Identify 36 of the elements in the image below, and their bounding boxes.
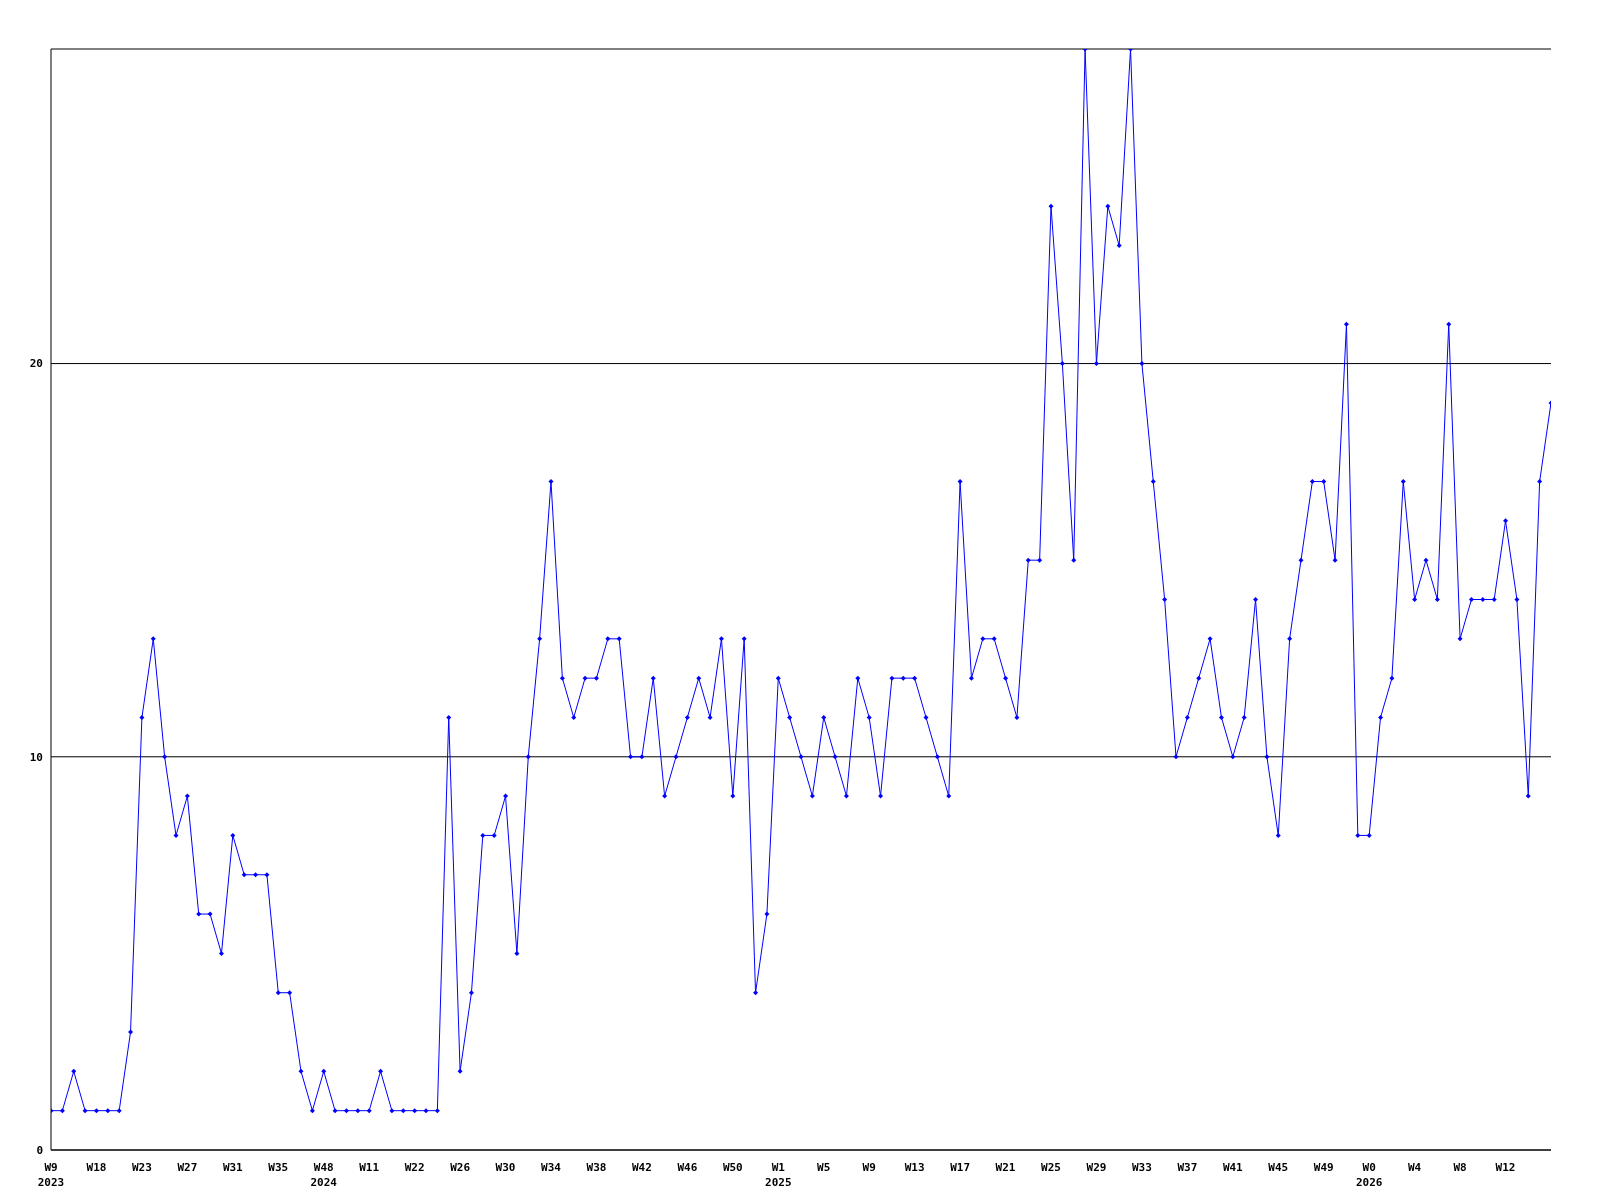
x-tick-label: W0 2026 <box>1355 1161 1383 1189</box>
x-tick-label: W35 <box>268 1161 289 1174</box>
x-tick-label: W1 2025 <box>765 1161 792 1189</box>
x-tick-label: W34 <box>541 1161 562 1174</box>
x-tick-label: W30 <box>495 1161 516 1174</box>
x-tick-label: W37 <box>1177 1161 1198 1174</box>
x-tick-label: W12 <box>1495 1161 1516 1174</box>
x-tick-label: W22 <box>404 1161 425 1174</box>
x-tick-label: W42 <box>631 1161 652 1174</box>
x-tick-label: W45 <box>1268 1161 1289 1174</box>
x-tick-label: W17 <box>950 1161 971 1174</box>
x-tick-label: W38 <box>586 1161 607 1174</box>
y-tick-label: 20 <box>29 357 43 371</box>
x-tick-label: W49 <box>1313 1161 1334 1174</box>
x-tick-label: W41 <box>1222 1161 1244 1174</box>
x-tick-label: W25 <box>1041 1161 1061 1174</box>
x-tick-label: W48 2024 <box>310 1161 338 1189</box>
x-tick-label: W50 <box>722 1161 743 1174</box>
x-tick-label: W46 <box>677 1161 698 1174</box>
x-tick-label: W21 <box>995 1161 1016 1174</box>
x-tick-label: W23 <box>131 1161 152 1174</box>
x-tick-label: W11 <box>359 1161 380 1174</box>
x-tick-label: W5 <box>817 1161 831 1174</box>
x-tick-label: W31 <box>222 1161 244 1174</box>
y-tick-label: 10 <box>29 750 43 764</box>
x-tick-label: W18 <box>86 1161 107 1174</box>
y-tick-label: 0 <box>36 1143 43 1157</box>
x-tick-label: W33 <box>1131 1161 1152 1174</box>
x-tick-label: W9 <box>862 1161 876 1174</box>
x-tick-label: W26 <box>450 1161 471 1174</box>
x-tick-label: W9 2023 <box>37 1161 65 1189</box>
x-tick-label: W27 <box>177 1161 198 1174</box>
x-tick-label: W29 <box>1086 1161 1107 1174</box>
x-tick-label: W4 <box>1408 1161 1422 1174</box>
x-tick-label: W8 <box>1453 1161 1467 1174</box>
x-tick-label: W13 <box>904 1161 925 1174</box>
